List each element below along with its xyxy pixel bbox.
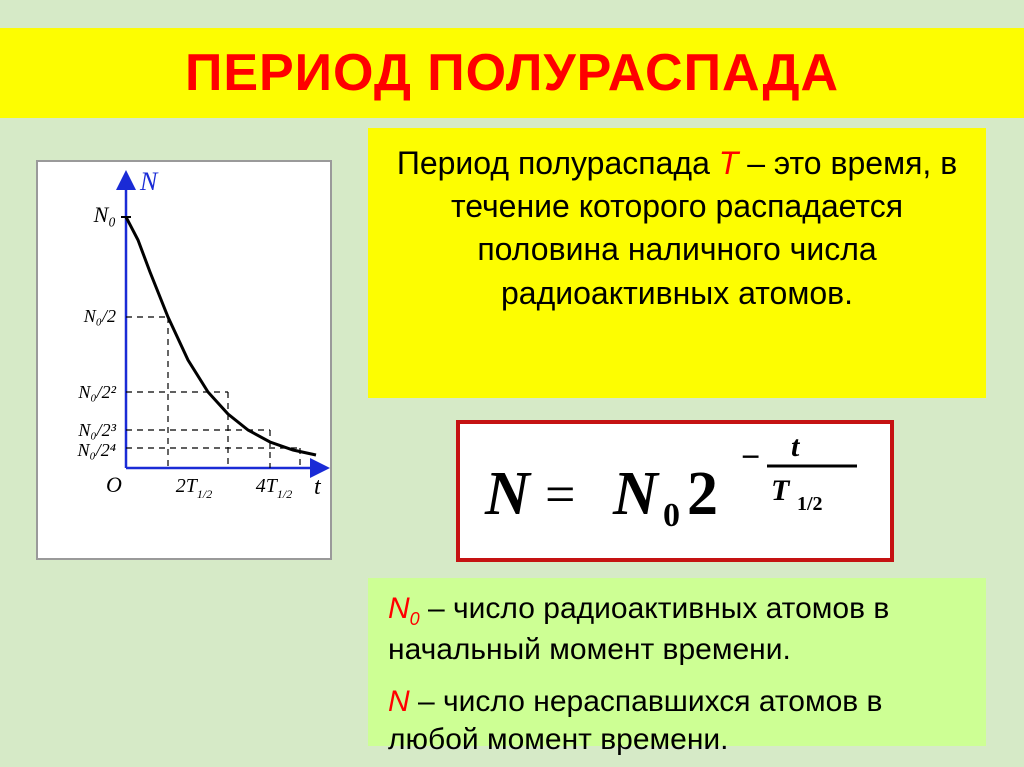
legend-line-2: N – число нераспавшихся атомов в любой м… <box>388 683 966 759</box>
y-axis-label: N <box>139 167 159 196</box>
legend-2-text: – число нераспавшихся атомов в любой мом… <box>388 685 882 756</box>
formula-svg: N = N 0 2 − t T 1/2 <box>465 426 885 556</box>
formula-t: t <box>791 430 801 463</box>
formula-T: T <box>771 474 791 507</box>
legend-N0-letter: N <box>388 592 410 625</box>
formula-N0: N <box>612 460 660 528</box>
decay-graph-svg: Nt O N₀ N₀/2 N₀/2² N₀/2³N₀/2⁴ 2T1/2 4T1/2 <box>38 162 330 558</box>
y-tick-1: N₀/2 <box>83 306 116 326</box>
legend-N-symbol: N <box>388 685 410 718</box>
formula-two: 2 <box>687 460 718 528</box>
slide-root: ПЕРИОД ПОЛУРАСПАДА Nt O N₀ N₀/2 N₀/2² N₀/2³N₀… <box>0 0 1024 767</box>
legend-1-text: – число радиоактивных атомов в начальный… <box>388 592 889 666</box>
legend-box: N0 – число радиоактивных атомов в началь… <box>368 578 986 746</box>
slide-title: ПЕРИОД ПОЛУРАСПАДА <box>185 43 839 103</box>
y-tick-2: N₀/2² <box>77 382 116 402</box>
legend-N0-symbol: N0 <box>388 592 420 625</box>
definition-pre: Период полураспада <box>397 145 719 181</box>
formula-zero: 0 <box>663 497 680 534</box>
formula-N: N <box>484 460 532 528</box>
y-tick-0: N₀ <box>93 202 116 227</box>
origin-label: O <box>106 472 122 497</box>
legend-line-1: N0 – число радиоактивных атомов в началь… <box>388 590 966 669</box>
decay-curve <box>126 217 316 455</box>
formula-box: N = N 0 2 − t T 1/2 <box>456 420 894 562</box>
definition-box: Период полураспада T – это время, в тече… <box>368 128 986 398</box>
formula-half: 1/2 <box>797 493 823 515</box>
formula-eq: = <box>545 464 575 524</box>
x-axis-label: t <box>314 474 322 500</box>
definition-T-symbol: T <box>719 145 739 181</box>
title-bar: ПЕРИОД ПОЛУРАСПАДА <box>0 28 1024 118</box>
decay-graph-frame: Nt O N₀ N₀/2 N₀/2² N₀/2³N₀/2⁴ 2T1/2 4T1/2 <box>36 160 332 560</box>
y-tick-3: N₀/2³ <box>77 420 116 440</box>
legend-N0-sub: 0 <box>410 609 420 629</box>
x-tick-0: 2T1/2 <box>176 475 212 501</box>
y-tick-4: N₀/2⁴ <box>76 440 116 460</box>
x-tick-1: 4T1/2 <box>256 475 292 501</box>
formula-minus: − <box>741 439 760 476</box>
